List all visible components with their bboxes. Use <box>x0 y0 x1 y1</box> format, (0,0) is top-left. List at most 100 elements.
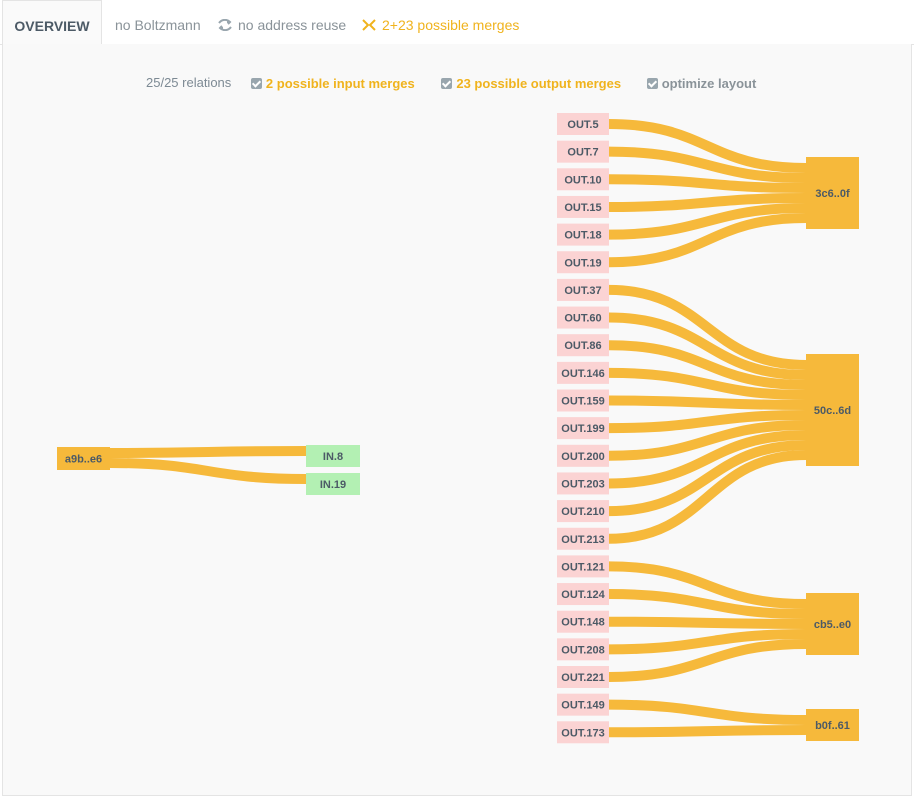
output-node[interactable] <box>557 721 609 744</box>
output-node[interactable] <box>557 472 609 495</box>
cluster-node-label: b0f..61 <box>815 720 850 732</box>
output-node[interactable] <box>557 444 609 467</box>
optimize-layout-checkbox[interactable] <box>646 77 658 89</box>
output-merges-toggle[interactable]: 23 possible output merges <box>441 75 621 91</box>
output-node-label: OUT.19 <box>564 257 601 269</box>
output-node-label: OUT.148 <box>561 617 604 629</box>
output-node-label: OUT.203 <box>561 478 604 490</box>
output-link <box>608 589 807 619</box>
tab-no-address-reuse[interactable]: no address reuse <box>218 0 346 44</box>
tab-no-boltzmann[interactable]: no Boltzmann <box>115 0 201 44</box>
output-link <box>608 616 807 629</box>
output-link <box>608 284 807 370</box>
output-node-label: OUT.213 <box>561 534 604 546</box>
output-link <box>608 725 807 738</box>
tab-possible-merges-label: 2+23 possible merges <box>382 17 520 33</box>
output-link <box>608 420 807 461</box>
cluster-node[interactable] <box>806 354 859 466</box>
output-node[interactable] <box>557 666 609 688</box>
output-link <box>608 430 807 489</box>
optimize-layout-label: optimize layout <box>661 75 757 91</box>
tab-bar: OVERVIEW no Boltzmann no address reuse 2… <box>0 0 914 45</box>
output-node[interactable] <box>557 361 609 384</box>
output-link <box>608 312 807 380</box>
input-node[interactable] <box>306 445 360 467</box>
output-node-label: OUT.37 <box>564 285 601 297</box>
output-node-label: OUT.210 <box>561 506 604 518</box>
output-node-label: OUT.221 <box>561 672 604 684</box>
output-node[interactable] <box>557 251 609 274</box>
output-node-label: OUT.149 <box>561 700 604 712</box>
output-node-label: OUT.18 <box>564 230 601 242</box>
output-link <box>608 699 807 725</box>
output-link <box>608 395 807 410</box>
input-merges-label: 2 possible input merges <box>265 75 415 91</box>
output-link <box>608 203 807 240</box>
optimize-layout-toggle[interactable]: optimize layout <box>646 75 757 91</box>
output-link <box>608 174 807 193</box>
output-node[interactable] <box>557 334 609 357</box>
output-link <box>608 440 807 517</box>
output-node-label: OUT.5 <box>567 119 598 131</box>
output-node[interactable] <box>557 223 609 246</box>
output-node[interactable] <box>557 113 609 135</box>
output-node-label: OUT.173 <box>561 727 604 739</box>
output-node[interactable] <box>557 583 609 606</box>
output-node-label: OUT.146 <box>561 368 604 380</box>
input-node-label: IN.19 <box>320 479 346 491</box>
output-node-label: OUT.15 <box>564 202 601 214</box>
output-node[interactable] <box>557 389 609 412</box>
input-merges-checkbox[interactable] <box>250 77 262 89</box>
tab-no-address-reuse-label: no address reuse <box>238 17 347 33</box>
address-reuse-icon <box>218 19 232 31</box>
merge-icon <box>362 19 376 31</box>
output-node[interactable] <box>557 555 609 578</box>
output-node[interactable] <box>557 417 609 440</box>
output-node[interactable] <box>557 195 609 218</box>
tab-possible-merges[interactable]: 2+23 possible merges <box>362 0 519 44</box>
tab-overview[interactable]: OVERVIEW <box>2 0 102 45</box>
input-node[interactable] <box>306 473 360 495</box>
output-node-label: OUT.199 <box>561 423 604 435</box>
output-link <box>608 367 807 400</box>
tab-no-boltzmann-label: no Boltzmann <box>115 17 201 33</box>
cluster-node-label: 3c6..0f <box>815 188 850 200</box>
options-bar: 25/25 relations 2 possible input merges … <box>146 74 757 91</box>
output-link <box>608 639 807 682</box>
output-node[interactable] <box>557 140 609 163</box>
cluster-node[interactable] <box>806 157 859 229</box>
cluster-node-label: 50c..6d <box>814 405 851 417</box>
output-link <box>608 340 807 390</box>
output-node[interactable] <box>557 693 609 716</box>
cluster-node[interactable] <box>806 593 859 655</box>
output-node[interactable] <box>557 306 609 329</box>
output-link <box>608 629 807 655</box>
cluster-node[interactable] <box>806 709 859 741</box>
output-merges-label: 23 possible output merges <box>456 75 622 91</box>
output-node-label: OUT.200 <box>561 451 604 463</box>
output-link <box>608 193 807 212</box>
output-merges-checkbox[interactable] <box>441 77 453 89</box>
output-link <box>608 410 807 434</box>
cluster-node-label: cb5..e0 <box>814 619 851 631</box>
output-node-label: OUT.124 <box>561 589 605 601</box>
output-link <box>608 213 807 268</box>
output-node-label: OUT.10 <box>564 174 601 186</box>
input-merges-toggle[interactable]: 2 possible input merges <box>250 75 415 91</box>
relations-count: 25/25 relations <box>146 75 232 91</box>
input-link <box>109 446 307 458</box>
output-node[interactable] <box>557 610 609 633</box>
output-node[interactable] <box>557 527 609 550</box>
output-node-label: OUT.159 <box>561 396 604 408</box>
output-node[interactable] <box>557 500 609 523</box>
output-link <box>608 561 807 609</box>
output-node-label: OUT.208 <box>561 644 604 656</box>
output-node[interactable] <box>557 168 609 191</box>
output-link <box>608 450 807 544</box>
output-node-label: OUT.86 <box>564 340 601 352</box>
output-node[interactable] <box>557 638 609 661</box>
source-node[interactable] <box>57 447 110 470</box>
output-node-label: OUT.7 <box>567 147 598 159</box>
output-node[interactable] <box>557 278 609 301</box>
